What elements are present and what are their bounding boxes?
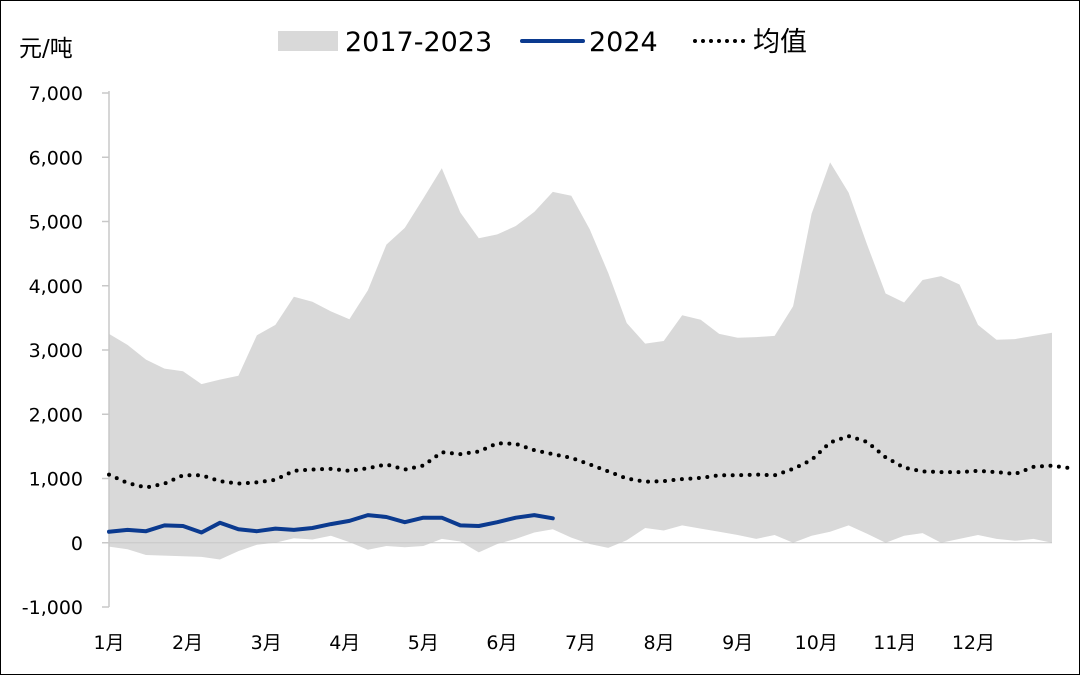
series-2024-line [107,513,555,535]
legend-label-2017-2023: 2017-2023 [345,27,492,58]
y-tick-label: -1,000 [22,597,83,619]
series-mean-dotted-line [107,434,1073,490]
x-tick-label: 5月 [408,632,439,654]
x-tick-label: 6月 [486,632,517,654]
y-tick-label: 3,000 [29,340,83,362]
legend-swatch-2017-2023 [278,31,338,51]
y-tick-label: 5,000 [29,212,83,234]
y-tick-label: 7,000 [29,83,83,105]
axis-layer: -1,000 0 1,000 2,000 3,000 4,000 5,000 6,000 7,0… [22,83,1052,654]
x-tick-label: 9月 [722,632,753,654]
y-tick-label: 1,000 [29,469,83,491]
x-tick-label: 12月 [952,632,995,654]
legend-label-mean: 均值 [753,27,807,58]
x-tick-label: 4月 [329,632,360,654]
y-tick-label: 2,000 [29,404,83,426]
y-tick-label: 0 [71,533,83,555]
y-axis-unit-label: 元/吨 [19,36,73,62]
legend-label-2024: 2024 [589,27,658,58]
x-tick-label: 7月 [565,632,596,654]
x-tick-label: 10月 [795,632,838,654]
y-tick-label: 4,000 [29,276,83,298]
x-tick-label: 3月 [251,632,282,654]
legend: 2017-2023 2024 均值 [278,27,807,58]
x-tick-label: 11月 [873,632,916,654]
y-tick-label: 6,000 [29,147,83,169]
series-layer [107,434,1073,535]
series-2017-2023-band [109,162,1052,560]
x-tick-label: 2月 [172,632,203,654]
x-tick-label: 1月 [93,632,124,654]
band-layer [109,162,1052,560]
x-tick-label: 8月 [644,632,675,654]
